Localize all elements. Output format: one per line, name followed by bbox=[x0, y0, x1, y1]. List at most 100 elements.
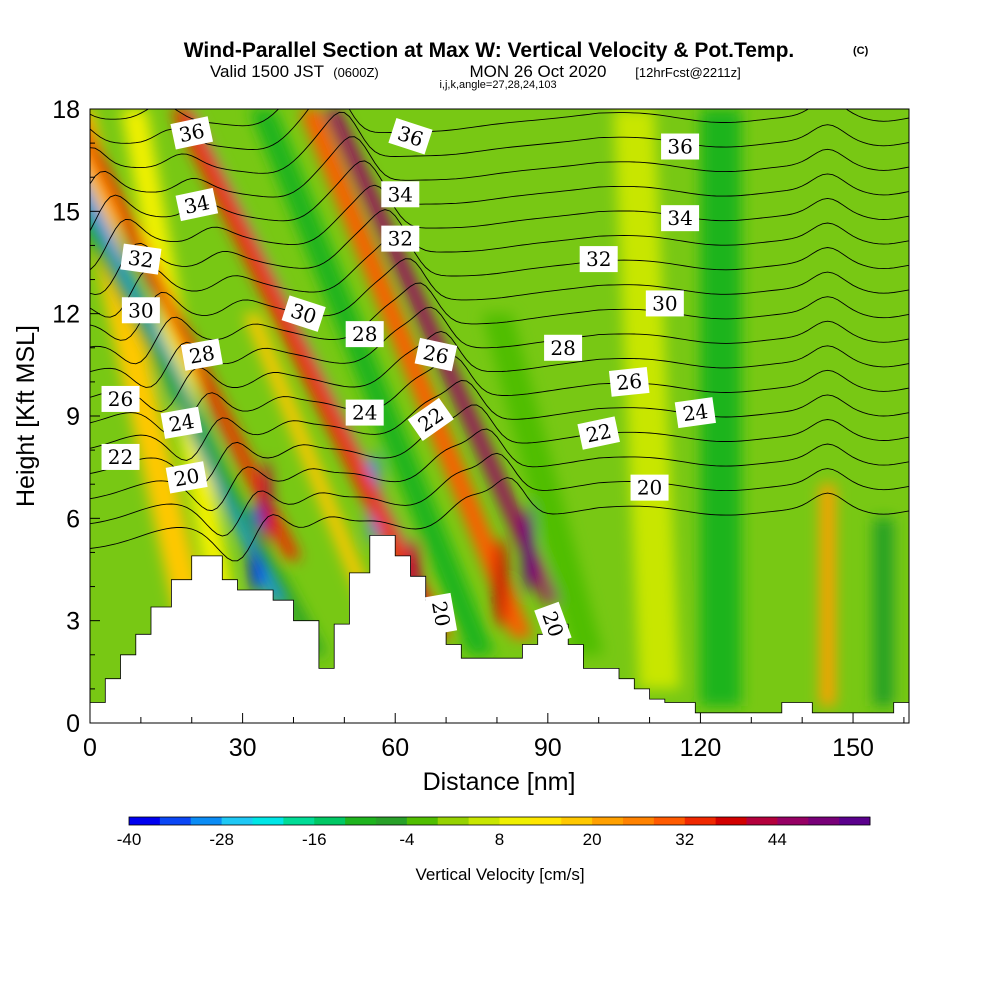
y-tick-label: 0 bbox=[66, 710, 80, 738]
velocity-plume bbox=[819, 484, 836, 706]
copyright-mark: (C) bbox=[853, 45, 869, 57]
contour-label-bg bbox=[180, 338, 223, 371]
contour-label-text: 34 bbox=[182, 190, 212, 219]
contour-label: 22 bbox=[101, 443, 140, 470]
contour-label-text: 26 bbox=[108, 387, 133, 411]
contour-label-bg bbox=[345, 399, 384, 426]
contour-label-bg bbox=[388, 118, 433, 155]
colorbar-tick-label: -40 bbox=[117, 830, 142, 849]
theta-contour bbox=[90, 477, 909, 562]
contour-label-text: 32 bbox=[388, 227, 413, 251]
contour-label: 28 bbox=[544, 334, 583, 361]
contour-label-bg bbox=[381, 225, 420, 252]
contour-label-bg bbox=[175, 187, 219, 222]
theta-contour bbox=[90, 160, 909, 232]
x-tick-label: 0 bbox=[83, 734, 97, 762]
velocity-core bbox=[493, 538, 508, 629]
theta-contour bbox=[90, 380, 909, 461]
contour-label-bg bbox=[170, 116, 214, 150]
contour-label: 30 bbox=[121, 297, 160, 324]
velocity-plume bbox=[700, 109, 742, 706]
contour-label-bg bbox=[424, 592, 458, 635]
theta-contours bbox=[90, 109, 909, 562]
colorbar-swatch bbox=[530, 817, 562, 825]
colorbar-tick-label: 44 bbox=[768, 830, 787, 849]
contour-label: 26 bbox=[414, 337, 458, 372]
contour-label: 36 bbox=[388, 118, 433, 155]
contour-label-text: 22 bbox=[108, 445, 133, 469]
velocity-plume bbox=[249, 109, 495, 655]
velocity-plume bbox=[481, 313, 604, 655]
contour-label-text: 20 bbox=[427, 599, 455, 628]
grid-indices: i,j,k,angle=27,28,24,103 bbox=[439, 79, 556, 91]
velocity-core bbox=[261, 459, 272, 550]
contour-label-bg bbox=[661, 133, 700, 160]
colorbar-label: Vertical Velocity [cm/s] bbox=[415, 865, 584, 884]
contour-label-bg bbox=[534, 601, 572, 647]
theta-contour bbox=[90, 306, 909, 388]
colorbar-swatch bbox=[159, 817, 192, 825]
y-axis: 0 3 6 9 12 15 18 bbox=[52, 96, 100, 738]
contour-label-text: 24 bbox=[352, 401, 377, 425]
contour-label: 32 bbox=[381, 225, 420, 252]
contour-label-bg bbox=[160, 406, 203, 439]
contour-label-bg bbox=[281, 295, 326, 332]
contour-label: 34 bbox=[175, 187, 219, 222]
colorbar-swatch bbox=[437, 817, 470, 825]
contour-label: 36 bbox=[661, 133, 700, 160]
colorbar-swatch bbox=[715, 817, 747, 825]
x-axis: 0 30 60 90 120 150 bbox=[83, 713, 905, 762]
contour-label-bg bbox=[101, 385, 140, 412]
valid-utc: (0600Z) bbox=[333, 65, 379, 80]
theta-contour bbox=[90, 355, 909, 437]
colorbar-tick-label: -4 bbox=[399, 830, 414, 849]
contour-label-bg bbox=[544, 334, 583, 361]
x-tick-label: 60 bbox=[381, 734, 409, 762]
colorbar-swatch bbox=[746, 817, 778, 825]
colorbar-swatch bbox=[406, 817, 439, 825]
colorbar-swatch bbox=[376, 817, 408, 825]
contour-label: 26 bbox=[608, 366, 650, 397]
contour-label-bg bbox=[121, 297, 160, 324]
contour-label: 20 bbox=[165, 461, 208, 494]
theta-contour bbox=[90, 136, 909, 198]
contour-label-text: 30 bbox=[652, 291, 677, 315]
contour-label: 34 bbox=[661, 205, 700, 232]
contour-label: 22 bbox=[577, 416, 620, 450]
theta-contour bbox=[90, 184, 909, 271]
valid-date: MON 26 Oct 2020 bbox=[469, 62, 606, 81]
contour-labels: 36 36 36 34 34 34 32 32 32 30 30 30 28 28 28 26 26 26 24 24… bbox=[101, 116, 716, 647]
colorbar-tick-label: -16 bbox=[302, 830, 327, 849]
colorbar-swatch bbox=[808, 817, 840, 825]
contour-label: 24 bbox=[674, 397, 716, 429]
contour-label: 24 bbox=[345, 399, 384, 426]
colorbar-swatch bbox=[561, 817, 593, 825]
contour-label-bg bbox=[101, 443, 140, 470]
contour-label: 28 bbox=[180, 338, 223, 371]
colorbar-tick-label: -28 bbox=[209, 830, 234, 849]
contour-label-bg bbox=[630, 474, 669, 501]
colorbar-tick-label: 20 bbox=[583, 830, 602, 849]
colorbar-swatch bbox=[129, 817, 161, 825]
velocity-plume bbox=[90, 190, 294, 604]
theta-contour bbox=[90, 331, 909, 412]
velocity-plume bbox=[90, 214, 327, 655]
contour-label-text: 34 bbox=[388, 182, 413, 206]
y-tick-label: 15 bbox=[52, 198, 80, 226]
y-tick-label: 9 bbox=[66, 403, 80, 431]
contour-label-bg bbox=[120, 243, 162, 275]
contour-label: 20 bbox=[630, 474, 669, 501]
colorbar-swatch bbox=[190, 817, 223, 825]
velocity-plume bbox=[170, 109, 452, 638]
x-tick-label: 120 bbox=[680, 734, 722, 762]
valid-time: Valid 1500 JST bbox=[210, 62, 324, 81]
contour-label-text: 24 bbox=[681, 399, 710, 426]
colorbar-tick-label: 8 bbox=[495, 830, 504, 849]
contour-label-bg bbox=[345, 321, 384, 348]
colorbar-swatch bbox=[283, 817, 315, 825]
contour-label: 24 bbox=[160, 406, 203, 439]
plot-area: 36 36 36 34 34 34 32 32 32 30 30 30 28 28 28 26 26 26 24 24… bbox=[90, 109, 909, 723]
contour-label: 26 bbox=[101, 385, 140, 412]
y-tick-label: 6 bbox=[66, 505, 80, 533]
